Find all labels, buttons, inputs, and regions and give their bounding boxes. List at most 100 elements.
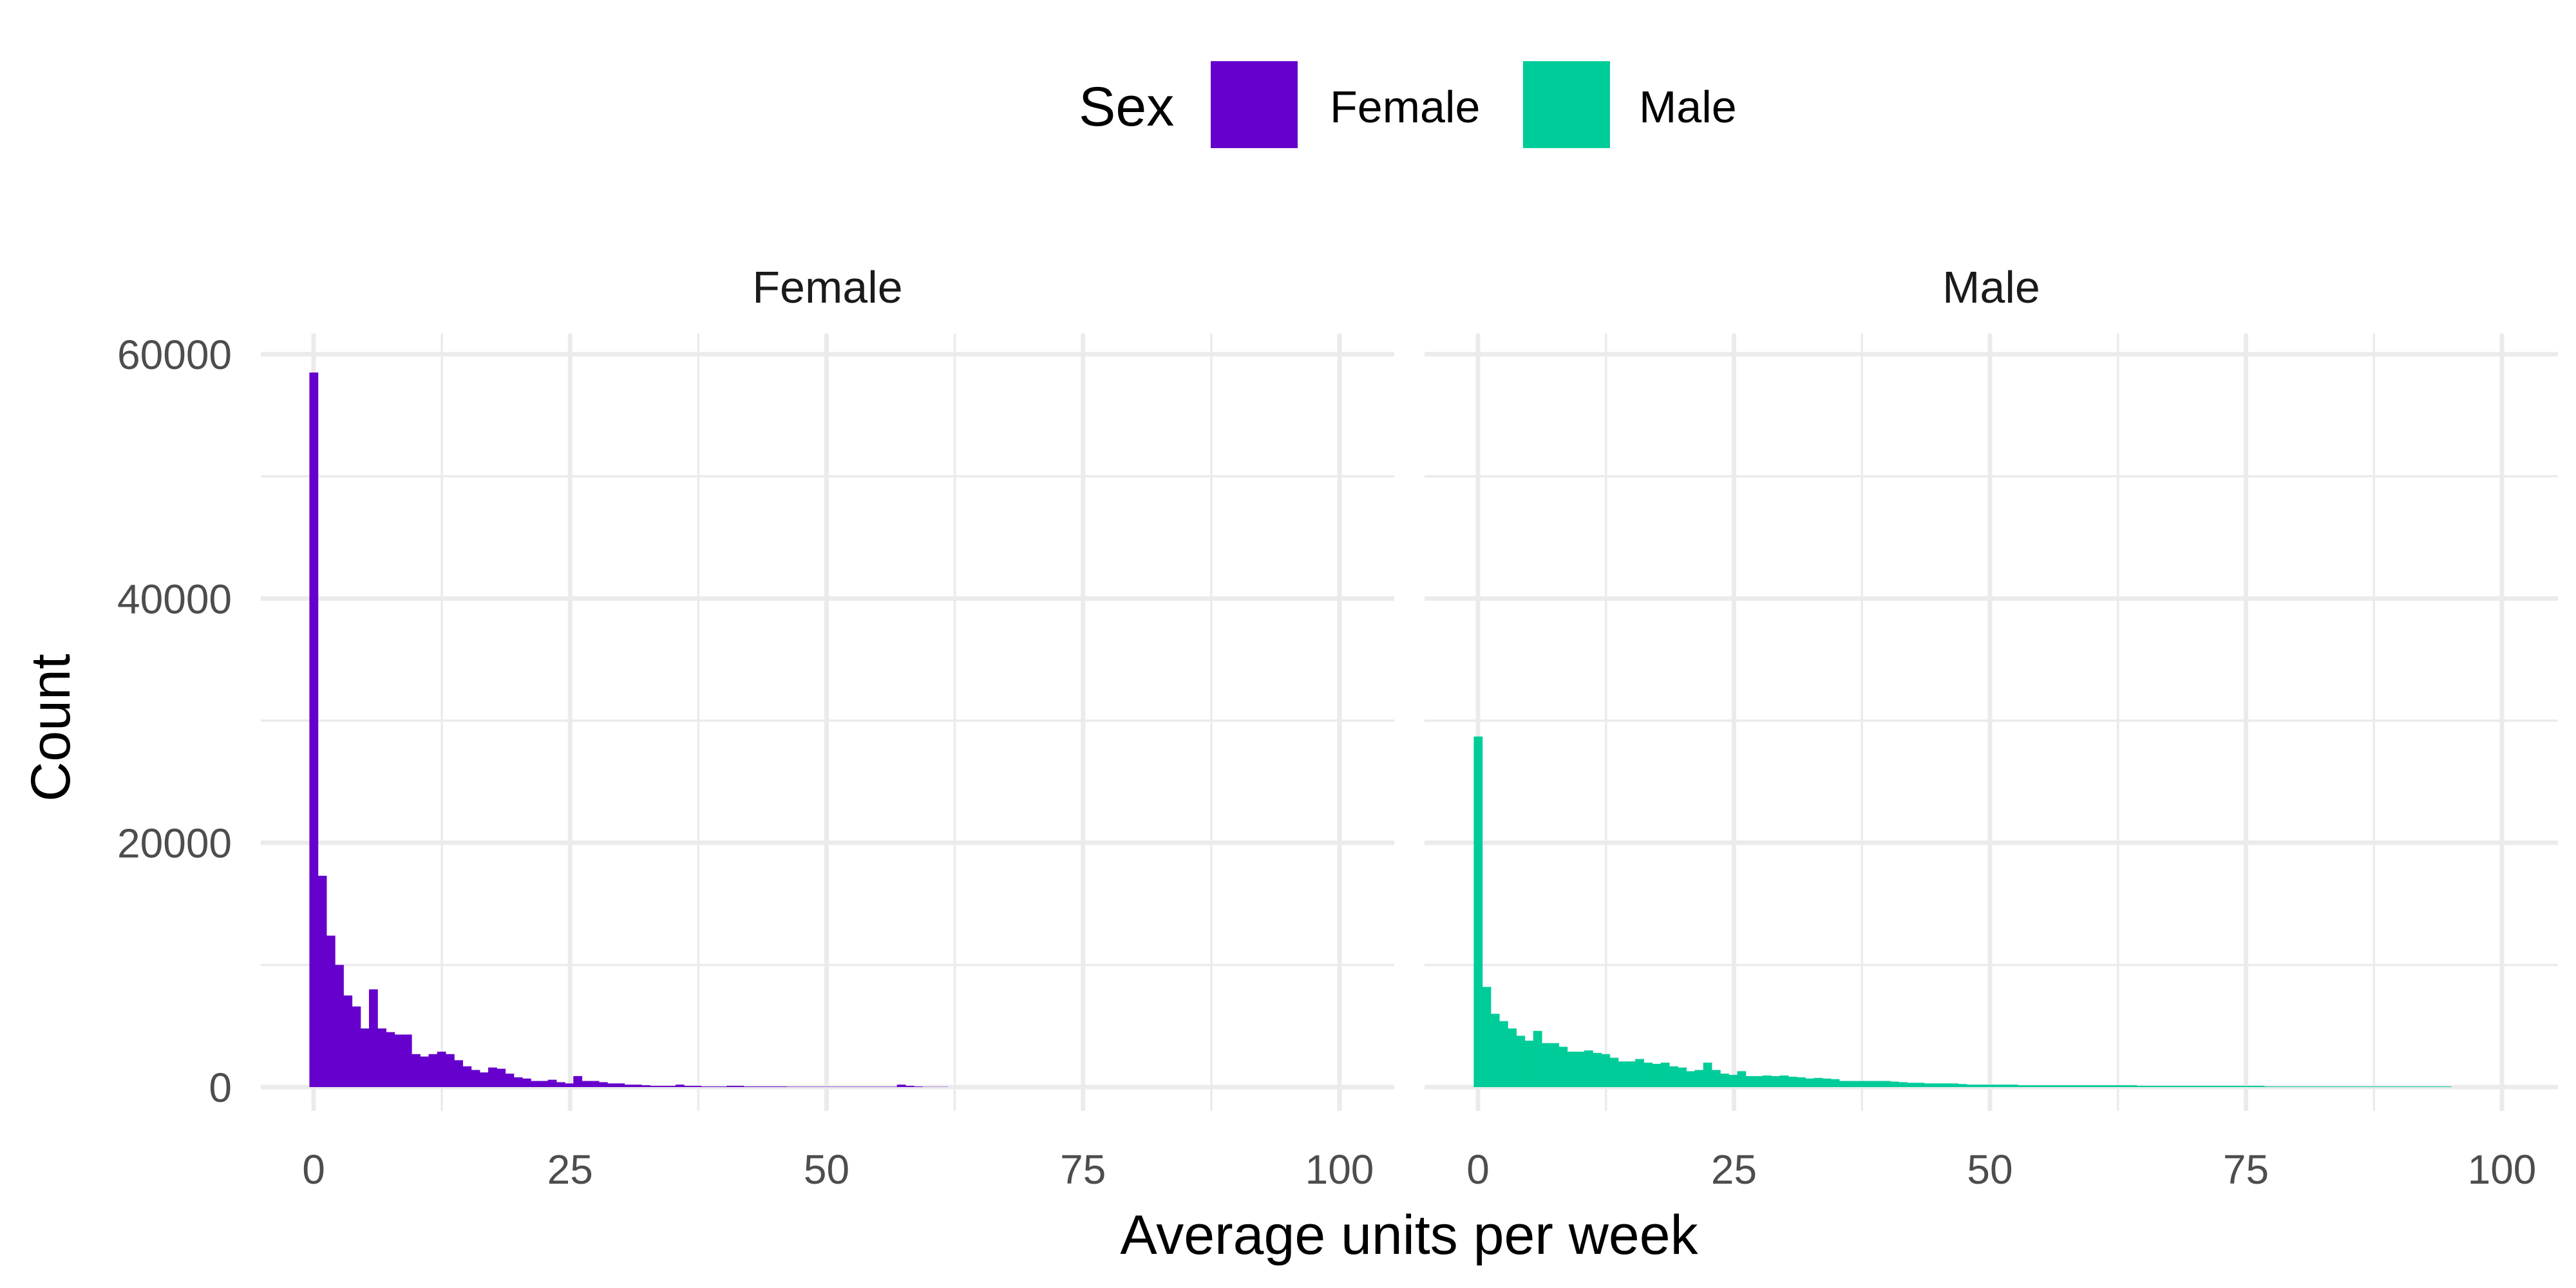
histogram-bar-male (2332, 1086, 2342, 1087)
histogram-bar-female (658, 1086, 668, 1087)
histogram-bar-female (905, 1086, 914, 1087)
y-axis-title: Count (20, 654, 82, 802)
x-tick-label: 75 (1060, 1146, 1106, 1193)
histogram-bar-male (1694, 1070, 1704, 1087)
histogram-bar-female (377, 1028, 386, 1087)
histogram-bar-female (718, 1086, 727, 1087)
y-tick-label: 40000 (117, 576, 232, 622)
histogram-bar-male (1933, 1083, 1942, 1087)
histogram-bar-male (1881, 1081, 1891, 1087)
histogram-bar-male (1711, 1070, 1721, 1087)
histogram-bar-female (522, 1078, 531, 1087)
legend-swatch-female (1211, 61, 1298, 148)
histogram-bar-female (505, 1074, 515, 1087)
histogram-bar-male (2060, 1085, 2069, 1087)
histogram-bar-male (1575, 1051, 1585, 1087)
histogram-bar-male (2400, 1086, 2409, 1087)
histogram-bar-male (1907, 1083, 1917, 1087)
histogram-bar-male (1958, 1084, 1967, 1087)
histogram-bar-male (2357, 1086, 2367, 1087)
histogram-bar-male (1499, 1021, 1508, 1087)
histogram-bar-female (556, 1082, 565, 1087)
histogram-bar-male (1618, 1061, 1627, 1087)
histogram-bar-male (2417, 1086, 2427, 1087)
histogram-bar-female (777, 1086, 787, 1087)
legend-label-female: Female (1330, 82, 1480, 132)
histogram-bar-male (1771, 1075, 1781, 1087)
histogram-bar-female (752, 1086, 761, 1087)
histogram-bar-male (1728, 1075, 1738, 1087)
histogram-bar-female (871, 1086, 880, 1087)
histogram-bar-female (880, 1086, 889, 1087)
histogram-bar-male (1601, 1054, 1611, 1087)
legend-title: Sex (1079, 76, 1174, 138)
histogram-bar-male (1864, 1081, 1874, 1087)
histogram-bar-male (2111, 1085, 2120, 1087)
histogram-bar-female (735, 1086, 744, 1087)
histogram-bar-female (462, 1066, 472, 1087)
histogram-bar-male (1643, 1063, 1653, 1087)
histogram-bar-male (2136, 1086, 2146, 1087)
histogram-bar-male (1473, 736, 1483, 1087)
x-tick-label: 0 (1466, 1146, 1490, 1193)
histogram-bar-female (786, 1086, 795, 1087)
histogram-bar-female (565, 1083, 574, 1087)
histogram-bar-female (854, 1086, 864, 1087)
legend-label-male: Male (1639, 82, 1737, 132)
x-tick-label: 75 (2223, 1146, 2269, 1193)
histogram-bar-female (531, 1081, 540, 1087)
histogram-bar-male (2425, 1086, 2435, 1087)
histogram-bar-male (1541, 1043, 1551, 1087)
histogram-bar-male (1703, 1063, 1712, 1087)
histogram-bar-male (1822, 1078, 1832, 1087)
histogram-bar-female (726, 1086, 736, 1087)
x-tick-label: 100 (1305, 1146, 1374, 1193)
histogram-bar-male (1678, 1067, 1687, 1087)
histogram-bar-male (2239, 1086, 2248, 1087)
x-tick-label: 50 (804, 1146, 849, 1193)
histogram-bar-male (2170, 1086, 2180, 1087)
histogram-bar-female (471, 1070, 480, 1087)
histogram-bar-male (1788, 1076, 1797, 1087)
histogram-bar-male (2221, 1086, 2231, 1087)
histogram-bar-female (394, 1034, 404, 1087)
histogram-bar-male (2026, 1085, 2036, 1087)
histogram-bar-male (2349, 1086, 2358, 1087)
y-tick-label: 20000 (117, 820, 232, 867)
x-tick-label: 0 (302, 1146, 325, 1193)
legend-swatch-male (1523, 61, 1610, 148)
histogram-bar-female (650, 1086, 659, 1087)
histogram-bar-male (2018, 1085, 2027, 1087)
histogram-bar-male (1839, 1081, 1848, 1087)
histogram-bar-female (386, 1032, 395, 1087)
histogram-bar-female (317, 875, 327, 1087)
panel-female: Female 0 25 50 75 100 0 20000 40000 60000 (117, 262, 1394, 1193)
histogram-bar-male (2051, 1085, 2061, 1087)
panel-male: Male 0 25 50 75 100 (1425, 262, 2558, 1193)
histogram-bar-female (488, 1067, 497, 1087)
histogram-bar-male (2383, 1086, 2392, 1087)
histogram-bar-female (412, 1054, 421, 1087)
histogram-bar-female (692, 1086, 702, 1087)
histogram-bar-male (2340, 1086, 2350, 1087)
histogram-bar-male (2119, 1085, 2129, 1087)
histogram-bar-male (1984, 1084, 1993, 1087)
histogram-bar-male (1941, 1083, 1951, 1087)
histogram-bar-male (1516, 1036, 1526, 1087)
histogram-bar-male (2315, 1086, 2324, 1087)
histogram-bar-male (1652, 1063, 1662, 1087)
histogram-bar-female (428, 1054, 438, 1087)
histogram-bar-male (1848, 1081, 1857, 1087)
histogram-bar-female (641, 1085, 650, 1087)
histogram-bar-male (2434, 1086, 2443, 1087)
histogram-bar-male (1533, 1030, 1542, 1087)
histogram-bar-male (1635, 1059, 1644, 1087)
histogram-bar-female (513, 1077, 523, 1087)
histogram-bar-male (1915, 1083, 1925, 1087)
histogram-bar-female (837, 1086, 846, 1087)
histogram-bar-female (624, 1084, 634, 1087)
histogram-bar-male (1873, 1081, 1882, 1087)
histogram-bar-female (454, 1060, 463, 1087)
histogram-bar-male (2298, 1086, 2307, 1087)
